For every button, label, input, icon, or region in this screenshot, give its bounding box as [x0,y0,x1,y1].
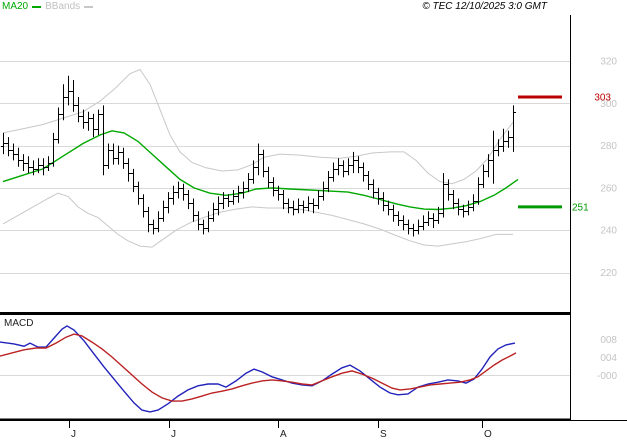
bbands-legend-label: BBands [45,1,81,12]
legend: MA20 BBands [2,1,97,12]
macd-axis-label: 008 [600,335,617,346]
month-label: J [71,429,76,440]
price-axis-label: 300 [600,99,617,110]
month-label: J [171,429,176,440]
bbands-legend-swatch [84,5,94,8]
level-label-251: 251 [572,202,589,213]
price-axis-label: 240 [600,226,617,237]
ma20-line [2,130,519,211]
price-axis-label: 220 [600,268,617,279]
macd-axis-label: 004 [600,353,617,364]
macd-line [0,325,516,413]
price-axis-label: 320 [600,57,617,68]
ma20-legend-label: MA20 [2,1,29,12]
bb-lower-line [2,192,513,248]
panel-separator [0,312,570,315]
copyright-text: © TEC 12/10/2025 3:0 GMT [422,1,547,12]
month-label: A [280,429,287,440]
signal-line [0,333,517,402]
ma20-legend-swatch [32,5,42,8]
month-label: S [380,429,387,440]
price-axis-label: 260 [600,183,617,194]
macd-panel-label: MACD [4,318,34,329]
price-axis-label: 280 [600,141,617,152]
level-label-303: 303 [594,92,611,103]
month-label: O [484,429,492,440]
macd-axis-label: -000 [597,371,617,382]
